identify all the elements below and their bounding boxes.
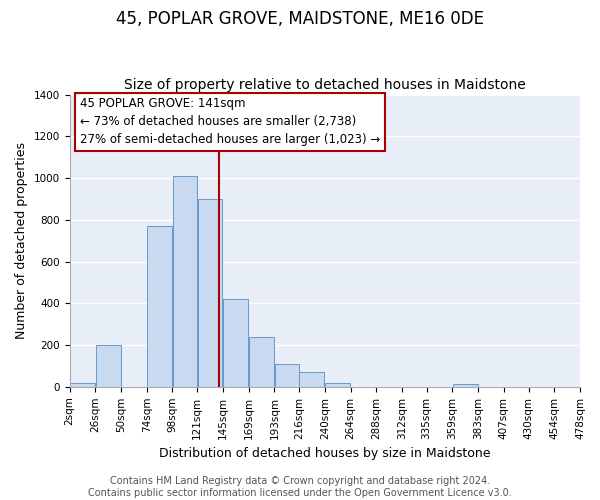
Bar bbox=[173, 176, 197, 387]
Text: 45 POPLAR GROVE: 141sqm
← 73% of detached houses are smaller (2,738)
27% of semi: 45 POPLAR GROVE: 141sqm ← 73% of detache… bbox=[80, 98, 380, 146]
Text: 45, POPLAR GROVE, MAIDSTONE, ME16 0DE: 45, POPLAR GROVE, MAIDSTONE, ME16 0DE bbox=[116, 10, 484, 28]
Bar bbox=[147, 226, 172, 387]
Bar bbox=[325, 382, 350, 387]
Bar bbox=[453, 384, 478, 387]
Title: Size of property relative to detached houses in Maidstone: Size of property relative to detached ho… bbox=[124, 78, 526, 92]
Y-axis label: Number of detached properties: Number of detached properties bbox=[15, 142, 28, 339]
Text: Contains HM Land Registry data © Crown copyright and database right 2024.
Contai: Contains HM Land Registry data © Crown c… bbox=[88, 476, 512, 498]
Bar bbox=[275, 364, 299, 387]
Bar bbox=[95, 345, 121, 387]
X-axis label: Distribution of detached houses by size in Maidstone: Distribution of detached houses by size … bbox=[159, 447, 491, 460]
Bar bbox=[249, 336, 274, 387]
Bar bbox=[70, 382, 95, 387]
Bar bbox=[223, 299, 248, 387]
Bar bbox=[197, 199, 223, 387]
Bar bbox=[299, 372, 325, 387]
